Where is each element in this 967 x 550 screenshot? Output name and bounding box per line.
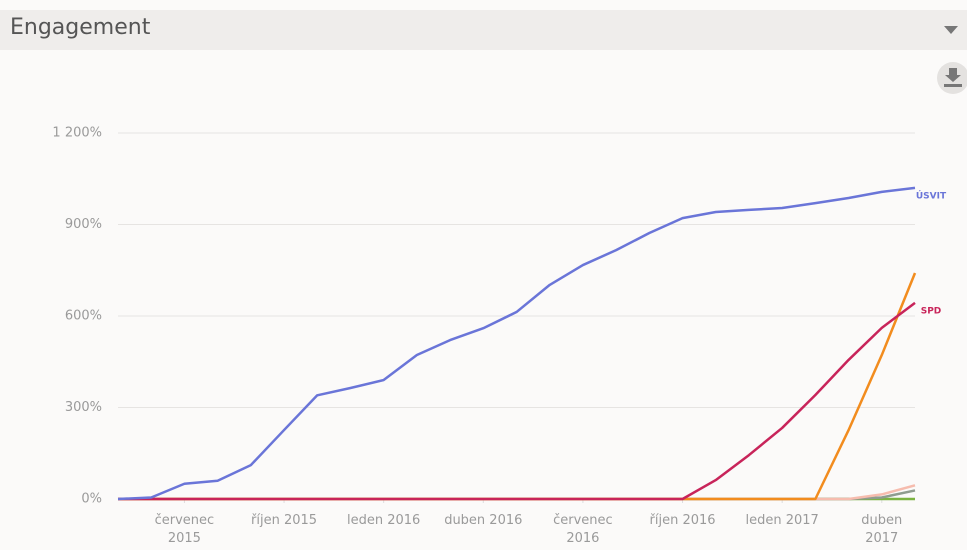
y-tick-label: 900%	[65, 217, 102, 232]
y-tick-label: 300%	[65, 400, 102, 415]
y-tick-label: 1 200%	[52, 126, 102, 141]
series-line	[117, 186, 916, 501]
x-tick-label: duben 2017	[861, 513, 902, 546]
x-tick-label: červenec 2016	[553, 513, 613, 546]
series-line	[118, 272, 917, 501]
panel-title: Engagement	[10, 15, 151, 40]
x-tick-label: říjen 2016	[650, 513, 716, 528]
dropdown-toggle[interactable]	[944, 24, 960, 36]
x-tick-label: červenec 2015	[155, 513, 215, 546]
panel-header: Engagement	[0, 10, 967, 50]
y-tick-label: 600%	[65, 309, 102, 324]
series-line	[118, 484, 916, 501]
y-tick-label: 0%	[81, 492, 102, 507]
series-line	[118, 489, 916, 501]
x-tick-label: říjen 2015	[251, 513, 317, 528]
chart: 0% 300% 600% 900% 1 200% červenec 2015 říjen 20…	[52, 62, 967, 546]
series-line	[118, 301, 916, 501]
x-tick-label: leden 2016	[347, 513, 420, 528]
x-tick-label: leden 2017	[746, 513, 819, 528]
series-end-label: SPD	[921, 306, 942, 316]
series-end-label: ÚSVIT	[916, 189, 947, 201]
download-button[interactable]	[937, 62, 967, 94]
x-tick-label: duben 2016	[444, 513, 522, 528]
